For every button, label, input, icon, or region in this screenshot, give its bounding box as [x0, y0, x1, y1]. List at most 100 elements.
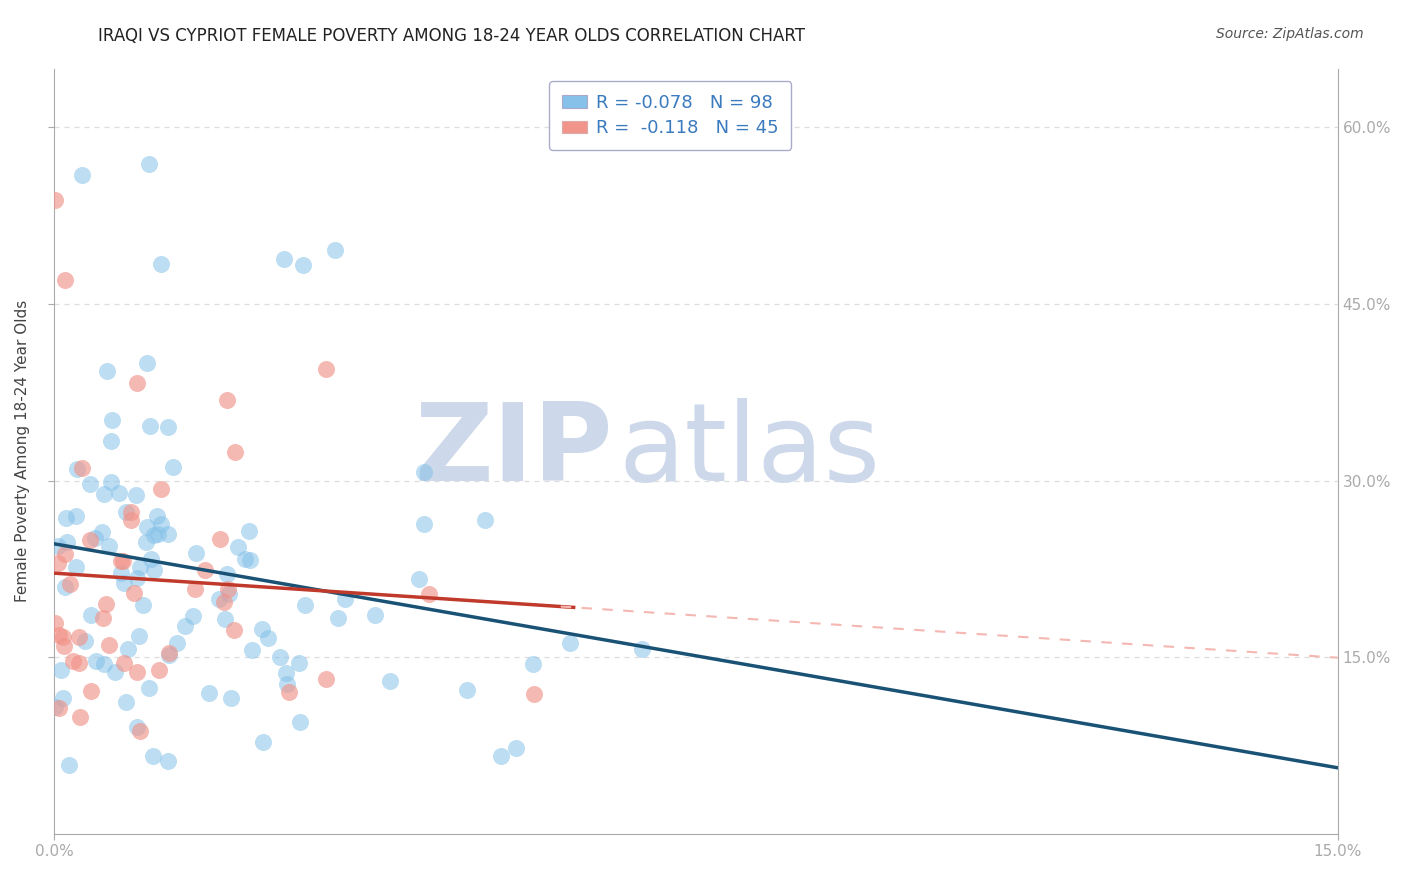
Point [125, 720, 148, 734]
Point [125, 571, 148, 585]
Text: ZIP: ZIP [413, 398, 613, 504]
Point [44, 699, 66, 714]
Point [55, 535, 77, 549]
Point [198, 686, 221, 700]
Point [138, 156, 160, 170]
Point [44, 193, 66, 207]
Point [631, 642, 654, 657]
Point [148, 663, 170, 677]
Point [53, 547, 76, 561]
Point [97, 639, 120, 653]
Point [114, 576, 136, 591]
Point [489, 749, 512, 764]
Point [418, 587, 440, 601]
Point [208, 533, 231, 547]
Point [67, 656, 90, 670]
Point [79, 476, 101, 491]
Point [288, 715, 311, 730]
Point [157, 646, 180, 660]
Point [93, 486, 115, 500]
Point [48, 701, 70, 715]
Point [315, 362, 337, 376]
Point [73, 633, 96, 648]
Point [315, 672, 337, 686]
Point [233, 551, 256, 566]
Point [150, 257, 173, 271]
Point [112, 554, 135, 568]
Point [149, 482, 172, 496]
Point [100, 434, 122, 448]
Point [135, 535, 157, 549]
Point [252, 734, 274, 748]
Point [413, 517, 436, 532]
Point [174, 619, 197, 633]
Point [65, 509, 87, 524]
Point [112, 657, 135, 671]
Point [69, 709, 91, 723]
Point [276, 666, 298, 681]
Point [46, 557, 69, 571]
Point [129, 559, 152, 574]
Point [208, 592, 231, 607]
Point [70, 168, 93, 182]
Point [181, 608, 204, 623]
Point [269, 650, 291, 665]
Point [412, 465, 434, 479]
Point [560, 635, 582, 649]
Point [91, 525, 114, 540]
Point [142, 749, 165, 764]
Point [145, 509, 167, 524]
Point [217, 582, 239, 597]
Point [380, 673, 402, 688]
Point [44, 615, 66, 630]
Point [226, 540, 249, 554]
Point [142, 527, 165, 541]
Point [70, 460, 93, 475]
Point [110, 566, 132, 580]
Point [132, 598, 155, 612]
Point [162, 459, 184, 474]
Point [523, 687, 546, 701]
Point [150, 517, 173, 532]
Point [128, 628, 150, 642]
Point [53, 273, 76, 287]
Point [214, 612, 236, 626]
Point [157, 648, 180, 663]
Point [115, 695, 138, 709]
Point [52, 691, 75, 706]
Text: IRAQI VS CYPRIOT FEMALE POVERTY AMONG 18-24 YEAR OLDS CORRELATION CHART: IRAQI VS CYPRIOT FEMALE POVERTY AMONG 18… [98, 27, 806, 45]
Legend: R = -0.078   N = 98, R =  -0.118   N = 45: R = -0.078 N = 98, R = -0.118 N = 45 [550, 81, 792, 150]
Point [323, 243, 346, 257]
Point [67, 630, 90, 644]
Point [104, 665, 127, 680]
Point [125, 376, 148, 391]
Point [58, 758, 80, 772]
Point [120, 505, 142, 519]
Point [239, 553, 262, 567]
Point [166, 636, 188, 650]
Point [238, 524, 260, 539]
Point [474, 513, 496, 527]
Point [79, 684, 101, 698]
Point [194, 563, 217, 577]
Point [157, 754, 180, 768]
Point [184, 582, 207, 596]
Point [125, 488, 148, 502]
Point [157, 526, 180, 541]
Point [408, 572, 430, 586]
Point [333, 592, 356, 607]
Point [108, 485, 131, 500]
Point [110, 554, 132, 568]
Point [326, 611, 349, 625]
Point [53, 640, 76, 654]
Point [46, 539, 69, 553]
Point [59, 576, 82, 591]
Point [139, 418, 162, 433]
Point [143, 563, 166, 577]
Point [456, 683, 478, 698]
Point [52, 630, 75, 644]
Point [91, 611, 114, 625]
Point [522, 657, 544, 671]
Point [94, 597, 117, 611]
Point [79, 533, 101, 548]
